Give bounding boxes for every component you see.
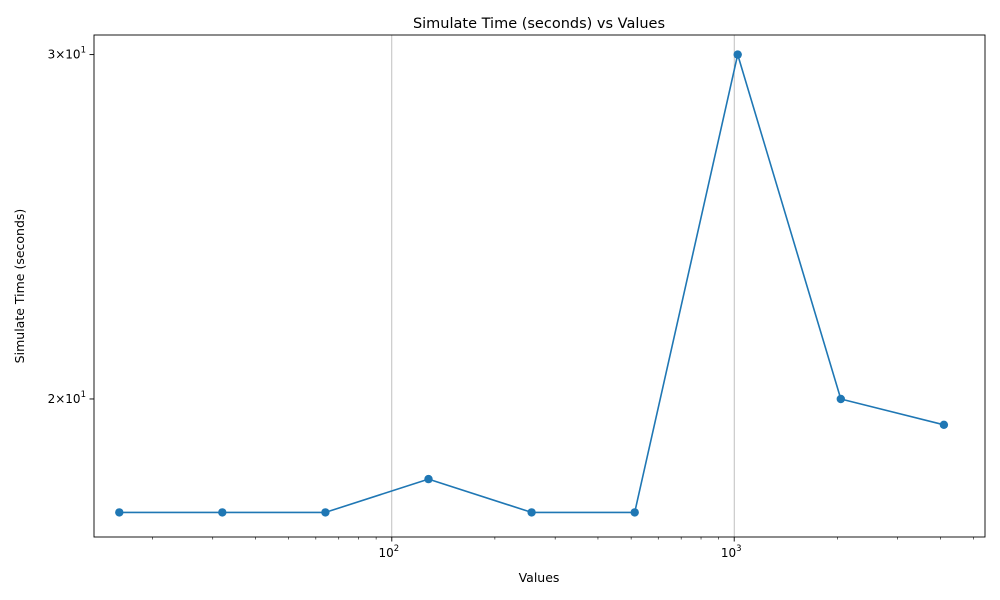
data-point — [733, 50, 742, 59]
data-point — [424, 474, 433, 484]
plot-frame — [93, 34, 986, 538]
grid — [391, 35, 735, 537]
data-point — [527, 508, 536, 517]
data-point — [836, 394, 845, 404]
y-axis-label: Simulate Time (seconds) — [12, 209, 27, 364]
y-tick-exponent: 1 — [81, 46, 86, 56]
data-point — [630, 508, 639, 517]
x-axis-label: Values — [519, 570, 560, 585]
x-tick-exponent: 2 — [394, 544, 399, 554]
data-point — [115, 508, 124, 517]
y-tick-label: 2×101 — [48, 390, 86, 406]
data-point — [218, 508, 227, 517]
data-point — [321, 508, 330, 517]
y-tick-label: 3×101 — [48, 46, 86, 62]
data-point — [939, 420, 949, 429]
series — [115, 50, 949, 517]
x-tick-exponent: 3 — [736, 544, 741, 554]
y-tick-exponent: 1 — [81, 390, 86, 400]
chart-title: Simulate Time (seconds) vs Values — [413, 16, 665, 32]
